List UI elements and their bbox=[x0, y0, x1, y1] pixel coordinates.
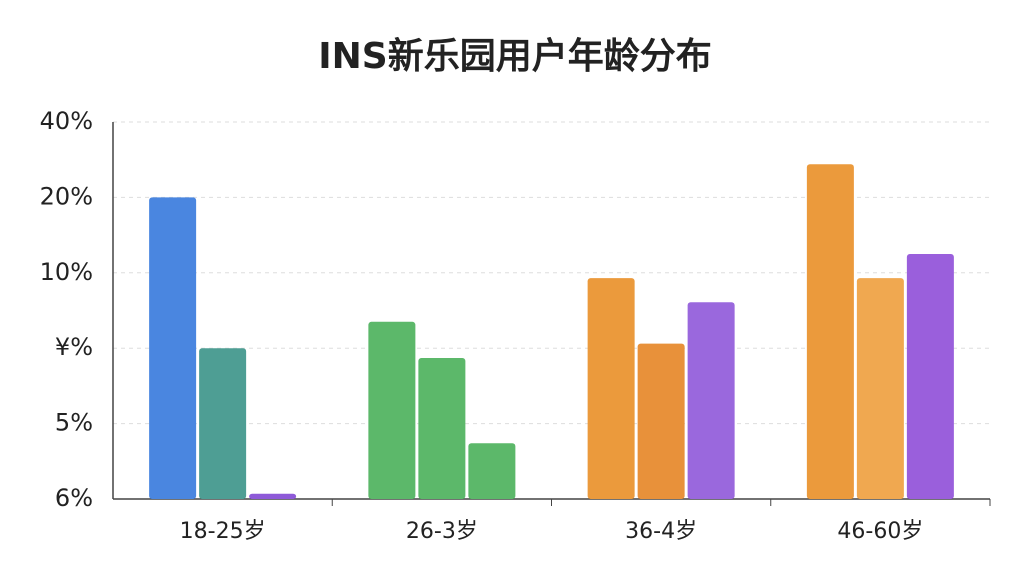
y-tick-label: 40% bbox=[40, 107, 93, 135]
bar bbox=[906, 253, 954, 499]
bar bbox=[199, 348, 247, 499]
y-tick-label: ¥% bbox=[55, 333, 93, 361]
y-tick-label: 6% bbox=[55, 484, 93, 512]
bar bbox=[149, 197, 197, 499]
x-tick-label: 26-3岁 bbox=[406, 519, 478, 544]
y-tick-label: 10% bbox=[40, 258, 93, 286]
bar bbox=[368, 321, 416, 499]
y-tick-label: 20% bbox=[40, 182, 93, 210]
y-tick-label: 5% bbox=[55, 409, 93, 437]
bar bbox=[806, 164, 854, 499]
bar bbox=[637, 343, 685, 499]
bar bbox=[249, 493, 297, 499]
x-tick-label: 18-25岁 bbox=[180, 519, 266, 544]
bar bbox=[687, 302, 735, 499]
chart-title: INS新乐园用户年龄分布 bbox=[318, 36, 711, 77]
x-tick-label: 36-4岁 bbox=[625, 519, 697, 544]
x-tick-label: 46-60岁 bbox=[837, 519, 923, 544]
bar bbox=[468, 443, 516, 499]
bar bbox=[418, 358, 466, 499]
bar bbox=[587, 278, 635, 499]
bar bbox=[856, 278, 904, 499]
